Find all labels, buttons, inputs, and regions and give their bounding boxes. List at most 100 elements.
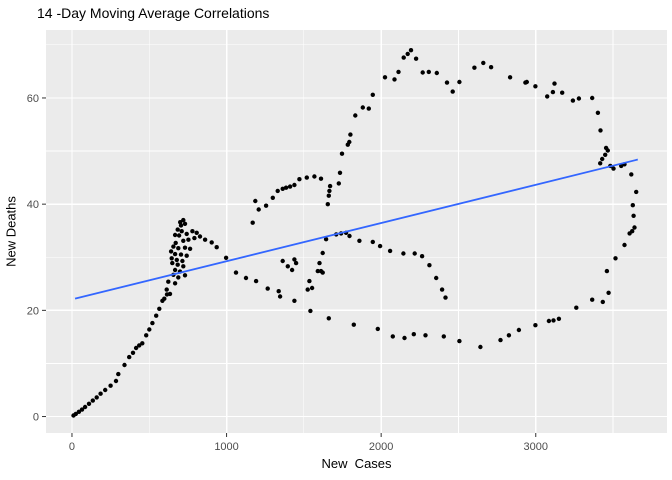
chart-title: 14 -Day Moving Average Correlations [37,5,270,21]
data-point [157,306,162,311]
data-point [611,166,616,171]
data-point [253,198,258,204]
data-point [133,345,139,351]
data-point [154,313,159,318]
data-point [98,391,103,396]
data-point [253,278,259,284]
data-point [345,142,350,147]
data-point [263,203,269,208]
data-point [285,264,290,269]
data-point [103,387,108,393]
data-point [180,258,185,264]
data-point [283,185,289,190]
data-point [600,299,605,305]
data-point [351,322,356,327]
data-point [441,334,446,339]
data-point [523,80,528,85]
x-tick-label: 2000 [369,441,393,453]
data-point [73,411,79,417]
data-point [419,254,425,259]
data-point [162,296,167,301]
data-point [590,297,595,302]
data-point [387,248,393,254]
data-point [292,298,297,303]
data-point [178,220,183,225]
data-point [130,350,136,355]
data-point [192,235,197,241]
data-point [94,395,99,400]
data-point [184,253,189,258]
data-point [326,193,331,198]
data-point [560,90,565,95]
data-point [320,250,325,256]
data-point [173,240,178,246]
data-point [289,267,295,273]
data-point [223,255,229,260]
data-point [552,81,557,86]
data-point [307,278,312,284]
data-point [197,234,203,239]
data-point [576,96,582,101]
data-point [382,75,388,80]
data-point [187,246,193,251]
data-point [632,225,637,230]
data-point [171,244,176,249]
data-point [370,92,375,98]
data-point [172,232,178,238]
data-point [353,113,358,118]
data-point [172,267,178,273]
data-point [190,229,195,234]
data-point [297,177,302,182]
data-point [172,251,178,257]
data-point [320,270,325,275]
x-axis-title: New Cases [321,456,392,471]
data-point [144,333,149,338]
data-point [113,378,119,384]
data-point [457,79,462,85]
data-point [175,262,180,267]
data-point [390,334,395,339]
data-point [506,333,512,338]
x-tick-label: 1000 [214,441,238,453]
data-point [551,318,556,323]
data-point [516,327,522,333]
data-point [326,316,331,321]
data-point [168,249,174,254]
data-point [348,132,353,137]
data-point [172,281,178,286]
y-tick-label: 40 [27,199,39,211]
data-point [280,258,285,264]
data-point [613,256,618,261]
data-point [76,409,82,414]
data-point [574,305,579,310]
data-point [481,60,486,66]
data-point [287,184,293,189]
data-point [150,320,155,326]
data-point [292,182,297,188]
data-point [357,238,362,243]
data-point [375,326,380,332]
y-axis-title: New Deaths [3,196,19,267]
data-point [606,290,611,295]
data-point [276,289,281,294]
data-point [293,260,299,266]
data-point [533,84,538,89]
data-point [186,237,191,242]
data-point [182,221,188,226]
data-point [457,338,462,344]
data-point [308,308,313,314]
data-point [377,243,383,249]
data-point [176,275,181,280]
data-point [304,175,309,180]
data-point [401,251,406,256]
data-point [603,152,608,157]
data-point [439,287,445,292]
data-point [450,89,455,94]
data-point [312,174,317,179]
panel-background [46,30,667,433]
y-tick-label: 60 [27,93,39,105]
data-point [164,287,169,292]
data-point [396,69,401,75]
